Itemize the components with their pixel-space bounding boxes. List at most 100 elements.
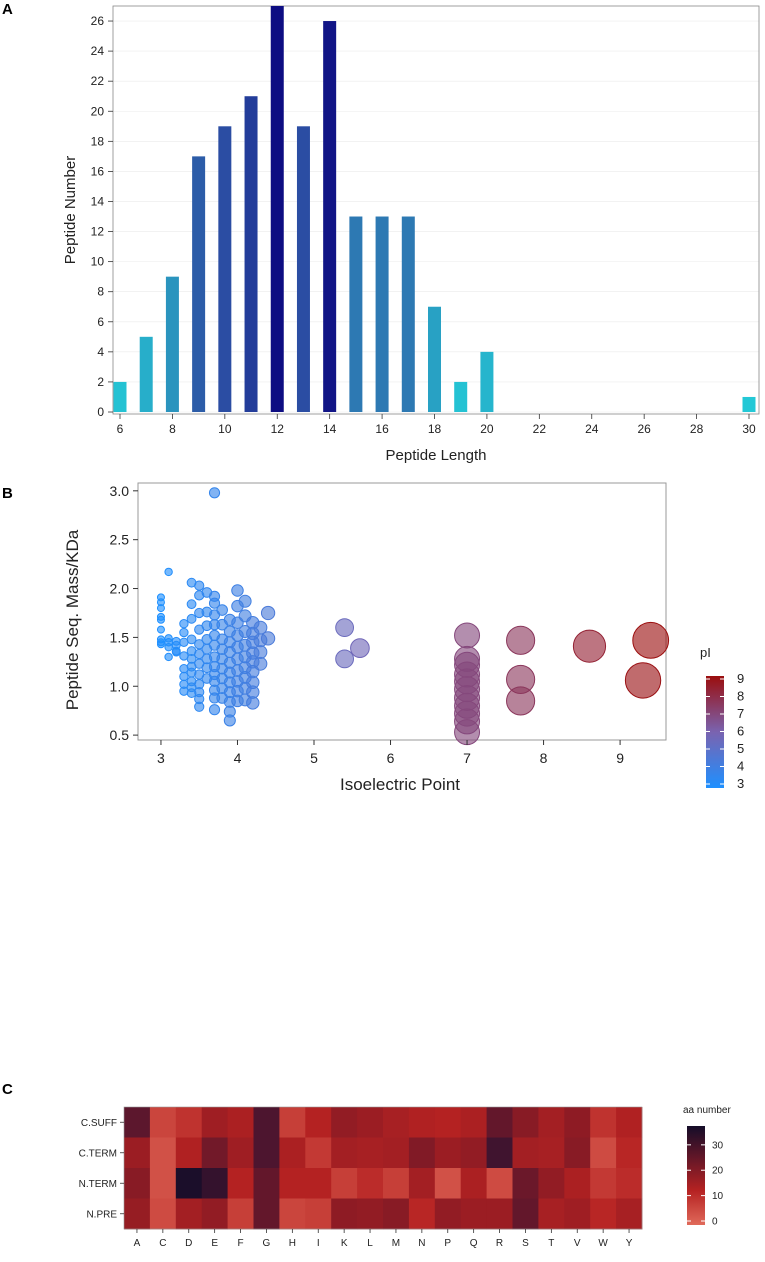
aa-legend-label: 20: [712, 1166, 724, 1177]
heatmap-cell: [486, 1137, 513, 1169]
heatmap-cell: [305, 1137, 332, 1169]
scatter-x-tick-label: 9: [616, 750, 624, 766]
scatter-point: [186, 613, 197, 624]
bar-x-axis-label: Peptide Length: [386, 447, 487, 464]
heatmap-cell: [357, 1107, 384, 1138]
heatmap-cell: [201, 1198, 228, 1230]
heatmap-cell: [408, 1168, 436, 1199]
heatmap-cell: [408, 1198, 436, 1230]
heatmap-cell: [331, 1137, 358, 1169]
pi-legend-label: 9: [737, 671, 744, 686]
heatmap-cell: [460, 1198, 487, 1230]
heatmap-cell: [486, 1198, 513, 1230]
bar-y-tick-label: 10: [91, 255, 105, 269]
scatter-point: [156, 638, 165, 647]
heatmap-cell: [460, 1168, 487, 1199]
scatter-point: [231, 584, 244, 597]
scatter-point: [335, 618, 355, 638]
heatmap-cell: [357, 1168, 384, 1199]
aa-legend-colorbar: [687, 1126, 705, 1225]
bar: [270, 6, 284, 412]
heatmap-cell: [434, 1198, 462, 1230]
heatmap-cell: [124, 1168, 151, 1199]
heatmap-col-label: E: [211, 1238, 218, 1249]
scatter-point: [194, 701, 205, 712]
pi-legend: pI 9 8 7 6 5 4 3: [700, 645, 744, 791]
heatmap-cell: [357, 1198, 384, 1230]
heatmap-cell: [590, 1107, 617, 1138]
bar-y-tick-label: 20: [91, 104, 105, 118]
heatmap-cell: [383, 1168, 410, 1199]
aa-number-legend: aa number 0 10 20 30: [683, 1105, 731, 1228]
scatter-y-tick-label: 1.5: [110, 629, 130, 645]
scatter-point: [156, 615, 165, 624]
heatmap-cell: [486, 1168, 513, 1199]
bar-x-tick-label: 10: [218, 422, 232, 436]
bar-x-tick-label: 16: [375, 422, 389, 436]
bar: [349, 216, 363, 412]
heatmap-cell: [124, 1198, 151, 1230]
bar-y-tick-label: 6: [97, 315, 104, 329]
heatmap-cell: [616, 1168, 643, 1199]
scatter-point: [216, 604, 228, 616]
heatmap-col-label: I: [317, 1238, 320, 1249]
pi-legend-colorbar: [706, 676, 724, 788]
bar: [113, 381, 127, 412]
scatter-point: [194, 580, 205, 591]
bar-x-tick-label: 12: [271, 422, 285, 436]
heatmap-cell: [175, 1107, 203, 1138]
scatter-point: [186, 599, 197, 610]
scatter-point: [164, 642, 173, 652]
pi-legend-label: 7: [737, 706, 744, 721]
heatmap-cell: [383, 1107, 410, 1138]
bar-y-axis-label: Peptide Number: [62, 156, 79, 264]
heatmap-col-label: S: [522, 1238, 529, 1249]
bar: [218, 126, 232, 412]
bar-x-tick-label: 26: [637, 422, 651, 436]
heatmap-cell: [564, 1137, 591, 1169]
bar: [454, 381, 468, 412]
heatmap-cell: [305, 1198, 332, 1230]
scatter-y-axis-label: Peptide Seq. Mass/KDa: [63, 529, 82, 710]
heatmap-cell: [486, 1107, 513, 1138]
scatter-point: [260, 631, 276, 646]
pi-legend-label: 6: [737, 724, 744, 739]
heatmap-cell: [564, 1107, 591, 1138]
bar: [375, 216, 389, 412]
heatmap-cell: [227, 1137, 254, 1169]
pi-legend-label: 3: [737, 776, 744, 791]
heatmap-row-label: C.SUFF: [81, 1118, 117, 1129]
heatmap-cell: [149, 1168, 177, 1199]
bar-chart: 6 8 10 12 14 16 18 20 22 24 26 28 30 024681012141618…: [62, 5, 760, 464]
bar-x-tick-label: 20: [480, 422, 494, 436]
aa-legend-label: 0: [712, 1217, 718, 1228]
scatter-point: [350, 638, 370, 658]
heatmap-cell: [616, 1198, 643, 1230]
scatter-point: [164, 567, 173, 577]
aa-legend-label: 10: [712, 1191, 724, 1202]
scatter-point: [156, 625, 165, 634]
heatmap-col-label: D: [185, 1238, 192, 1249]
bar: [296, 126, 310, 412]
scatter-point: [171, 647, 181, 657]
bar-y-tick-label: 8: [97, 285, 104, 299]
bar-y-tick-label: 18: [91, 134, 105, 148]
scatter-point: [164, 652, 173, 662]
heatmap-col-label: A: [134, 1238, 141, 1249]
heatmap-cell: [512, 1198, 539, 1230]
heatmap-col-label: N: [418, 1238, 425, 1249]
heatmap-cell: [434, 1107, 462, 1138]
heatmap-cell: [383, 1198, 410, 1230]
bar-x-tick-label: 14: [323, 422, 337, 436]
scatter-point: [506, 625, 536, 655]
scatter-point: [238, 594, 252, 608]
heatmap-cell: [253, 1168, 280, 1199]
scatter-point: [454, 622, 481, 649]
heatmap-cell: [538, 1198, 565, 1230]
bar-y-tick-label: 26: [91, 14, 105, 28]
aa-legend-label: 30: [712, 1140, 724, 1151]
heatmap-cell: [279, 1198, 306, 1230]
heatmap-cell: [201, 1137, 228, 1169]
bar-x-tick-label: 6: [117, 422, 124, 436]
